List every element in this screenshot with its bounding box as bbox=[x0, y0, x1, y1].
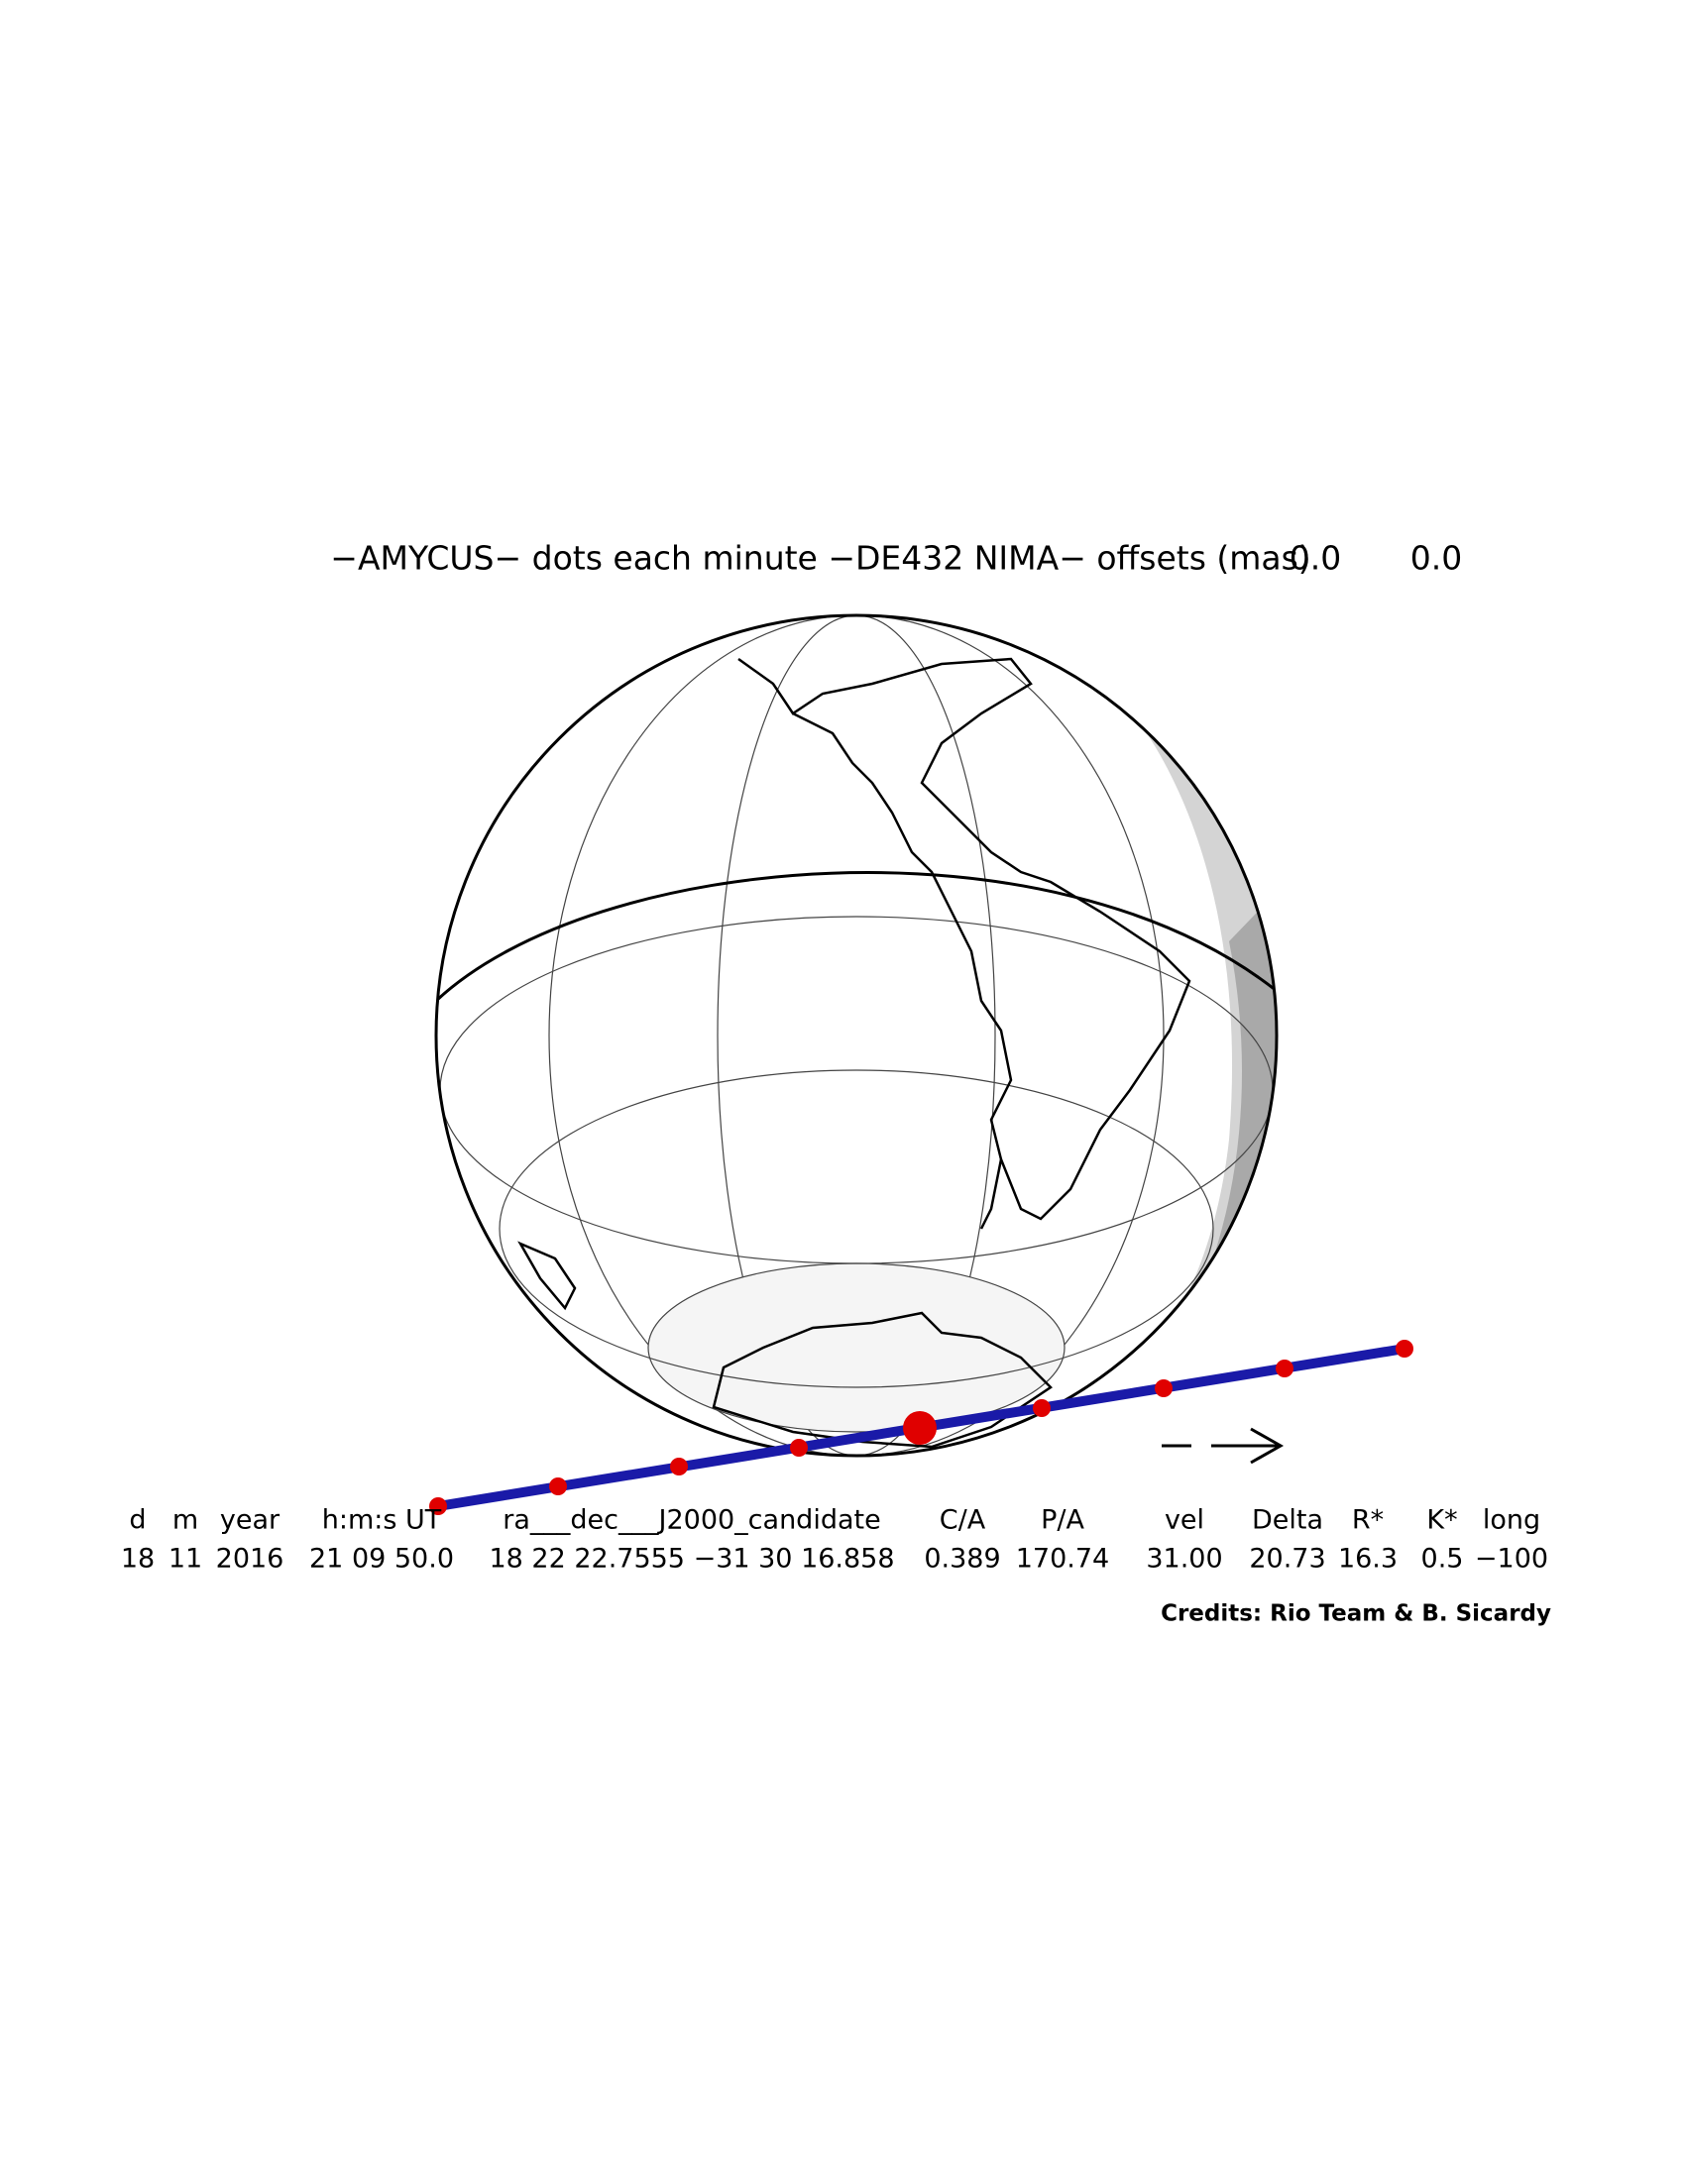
column-header: m bbox=[172, 1505, 198, 1536]
table-cell: −100 bbox=[1475, 1544, 1548, 1575]
map-title: −AMYCUS− dots each minute −DE432 NIMA− o… bbox=[330, 539, 1310, 578]
event-table: d m year h:m:s UT ra___dec___J2000_candidate… bbox=[121, 1505, 1548, 1575]
column-header: K* bbox=[1426, 1505, 1457, 1536]
column-header: d bbox=[129, 1505, 146, 1536]
table-cell: 11 bbox=[168, 1544, 202, 1575]
credits: Credits: Rio Team & B. Sicardy bbox=[1161, 1601, 1551, 1627]
column-header: long bbox=[1483, 1505, 1540, 1536]
shadow-track bbox=[429, 1340, 1413, 1515]
column-header: year bbox=[220, 1505, 281, 1536]
column-header: Delta bbox=[1252, 1505, 1323, 1536]
table-cell: 18 bbox=[121, 1544, 155, 1575]
column-header: P/A bbox=[1041, 1505, 1084, 1536]
table-cell: 20.73 bbox=[1249, 1544, 1325, 1575]
column-header: ra___dec___J2000_candidate bbox=[503, 1505, 880, 1536]
table-cell: 31.00 bbox=[1146, 1544, 1222, 1575]
table-cell: 0.389 bbox=[924, 1544, 1000, 1575]
table-cell: 170.74 bbox=[1016, 1544, 1109, 1575]
table-cell: 16.3 bbox=[1338, 1544, 1398, 1575]
table-cell: 2016 bbox=[216, 1544, 284, 1575]
offset-value: 0.0 bbox=[1290, 539, 1341, 578]
table-cell: 0.5 bbox=[1421, 1544, 1464, 1575]
column-header: R* bbox=[1352, 1505, 1384, 1536]
globe bbox=[434, 613, 1279, 1458]
column-header: vel bbox=[1165, 1505, 1204, 1536]
direction-arrow bbox=[1162, 1427, 1285, 1465]
offset-value: 0.0 bbox=[1410, 539, 1462, 578]
table-cell: 18 22 22.7555 −31 30 16.858 bbox=[489, 1544, 894, 1575]
column-header: h:m:s UT bbox=[322, 1505, 442, 1536]
column-header: C/A bbox=[940, 1505, 986, 1536]
table-cell: 21 09 50.0 bbox=[309, 1544, 454, 1575]
